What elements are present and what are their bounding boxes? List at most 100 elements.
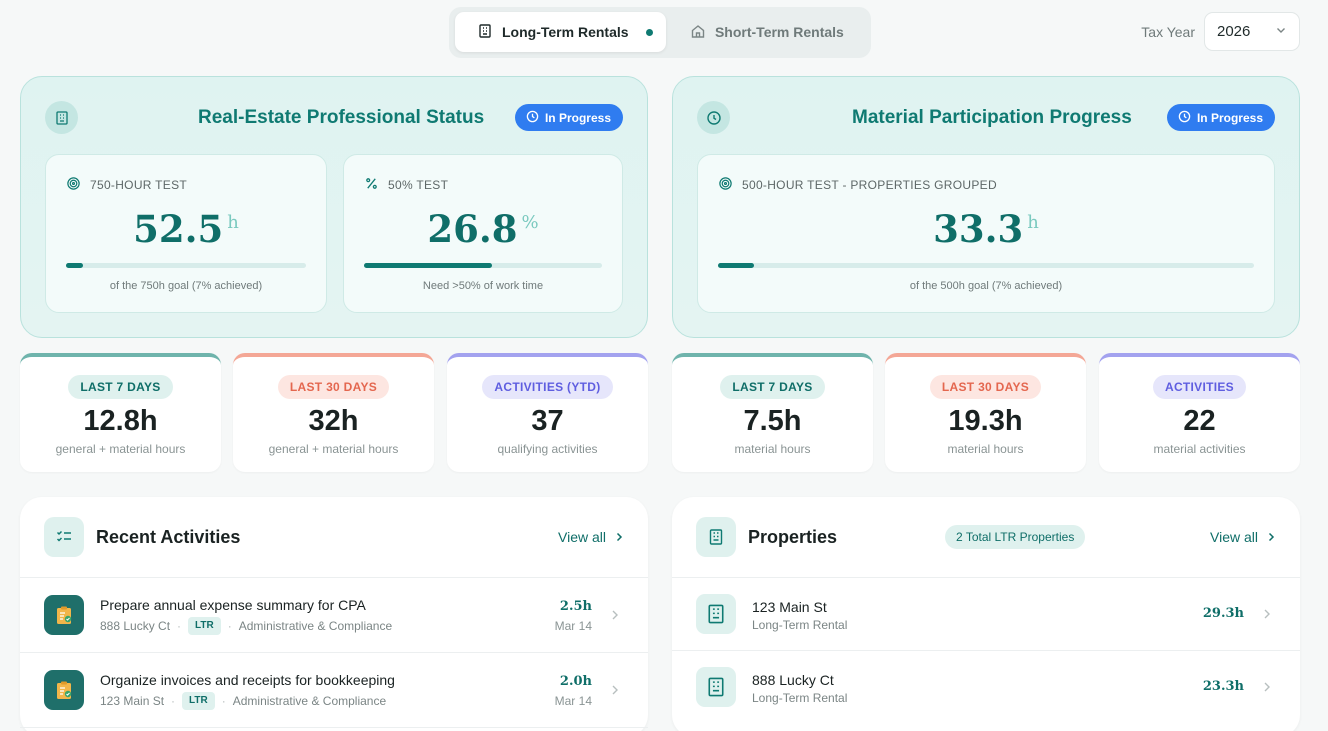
activity-category: Administrative & Compliance — [238, 619, 393, 633]
metric-label: 750-HOUR TEST — [90, 178, 188, 192]
clipboard-check-icon — [44, 595, 84, 635]
clock-icon — [1178, 110, 1191, 126]
metric-number: 52.5 — [133, 207, 224, 251]
tax-year-control: Tax Year 2026 — [1141, 12, 1300, 51]
progress-fill — [718, 263, 754, 268]
metric-number: 33.3 — [933, 207, 1024, 251]
active-dot — [645, 28, 653, 36]
property-row[interactable]: 888 Lucky Ct Long-Term Rental 23.3h — [672, 651, 1300, 724]
house-icon — [690, 23, 706, 42]
separator: · — [221, 694, 226, 708]
status-badge: In Progress — [1166, 104, 1275, 131]
metric-value: 33.3 h — [698, 207, 1274, 251]
metric-label: 50% TEST — [388, 178, 449, 192]
stat-value: 32h — [308, 405, 359, 437]
tab-label: Short-Term Rentals — [714, 24, 844, 40]
building-icon — [696, 517, 736, 557]
stat-value: 22 — [1183, 405, 1216, 437]
metric-note: Need >50% of work time — [422, 280, 544, 292]
metric-note: of the 500h goal (7% achieved) — [909, 280, 1063, 292]
metric-unit: % — [521, 212, 539, 233]
stat-value: 12.8h — [83, 405, 158, 437]
activity-property: 888 Lucky Ct — [100, 619, 171, 633]
progress-fill — [66, 263, 83, 268]
stat-sub: material hours — [734, 442, 811, 456]
chevron-right-icon — [610, 608, 620, 620]
properties-count-badge: 2 Total LTR Properties — [945, 525, 1086, 549]
building-icon — [477, 23, 493, 42]
activity-meta: 888 Lucky Ct · LTR · Administrative & Co… — [100, 617, 392, 635]
target-icon — [718, 176, 733, 194]
stat-label: ACTIVITIES — [1152, 375, 1246, 399]
tax-year-select[interactable]: 2026 — [1204, 12, 1300, 51]
metric-value: 26.8% — [344, 207, 622, 251]
activity-hours: 2.5h — [559, 599, 592, 614]
recent-activities-card: Recent Activities View all Prepare annua… — [20, 497, 648, 731]
stat-label: LAST 7 DAYS — [68, 375, 173, 399]
activity-row[interactable]: Organize invoices and receipts for bookk… — [20, 653, 648, 728]
clipboard-check-icon — [44, 670, 84, 710]
tax-year-label: Tax Year — [1141, 23, 1195, 40]
stat-label: LAST 7 DAYS — [720, 375, 825, 399]
divider — [672, 577, 1300, 578]
view-all-label: View all — [558, 529, 606, 545]
stat-card-last-30-days: LAST 30 DAYS 32h general + material hour… — [233, 353, 434, 472]
metric-number: 26.8 — [427, 207, 518, 251]
target-icon — [66, 176, 81, 194]
progress-bar — [364, 263, 602, 268]
activity-date: Mar 14 — [554, 694, 592, 708]
building-icon — [45, 101, 78, 134]
material-participation-panel: Material Participation Progress In Progr… — [672, 76, 1300, 338]
tab-long-term-rentals[interactable]: Long-Term Rentals — [455, 12, 666, 52]
chevron-right-icon — [610, 683, 620, 695]
property-name: 123 Main St — [752, 599, 827, 615]
activity-row[interactable]: Prepare annual expense summary for CPA 8… — [20, 578, 648, 653]
metric-unit: h — [227, 212, 239, 233]
percent-icon — [364, 176, 379, 194]
clock-icon — [526, 110, 539, 126]
chevron-right-icon — [1262, 680, 1272, 692]
stat-sub: general + material hours — [55, 442, 186, 456]
status-text: In Progress — [1196, 110, 1263, 125]
tax-year-value: 2026 — [1217, 23, 1251, 40]
property-hours: 29.3h — [1202, 606, 1244, 621]
separator: · — [171, 694, 176, 708]
stat-sub: material activities — [1153, 442, 1246, 456]
activity-property: 123 Main St — [100, 694, 165, 708]
tab-short-term-rentals[interactable]: Short-Term Rentals — [670, 12, 865, 52]
stat-sub: general + material hours — [268, 442, 399, 456]
property-hours: 23.3h — [1202, 679, 1244, 694]
stat-card-activities-ytd: ACTIVITIES (YTD) 37 qualifying activitie… — [447, 353, 648, 472]
stat-label: LAST 30 DAYS — [277, 375, 390, 399]
building-icon — [696, 667, 736, 707]
view-all-activities-link[interactable]: View all — [558, 529, 624, 545]
card-title: Properties — [748, 526, 838, 547]
view-all-label: View all — [1210, 529, 1258, 545]
separator: · — [177, 619, 182, 633]
stat-card-material-last-30-days: LAST 30 DAYS 19.3h material hours — [885, 353, 1086, 472]
stat-sub: qualifying activities — [497, 442, 598, 456]
property-row[interactable]: 123 Main St Long-Term Rental 29.3h — [672, 578, 1300, 651]
stat-sub: material hours — [947, 442, 1024, 456]
activity-title: Prepare annual expense summary for CPA — [100, 597, 366, 613]
panel-title: Material Participation Progress — [852, 107, 1132, 128]
metric-note: of the 750h goal (7% achieved) — [109, 280, 263, 292]
stat-card-material-last-7-days: LAST 7 DAYS 7.5h material hours — [672, 353, 873, 472]
chevron-right-icon — [1266, 529, 1276, 545]
activity-date: Mar 14 — [554, 619, 592, 633]
stat-card-material-activities: ACTIVITIES 22 material activities — [1099, 353, 1300, 472]
500-hour-test-card: 500-HOUR TEST - PROPERTIES GROUPED 33.3 h… — [697, 154, 1275, 313]
status-badge: In Progress — [514, 104, 623, 131]
activity-title: Organize invoices and receipts for bookk… — [100, 672, 395, 688]
metric-unit: h — [1027, 212, 1039, 233]
checklist-icon — [44, 517, 84, 557]
stat-value: 7.5h — [743, 405, 802, 437]
properties-card: Properties 2 Total LTR Properties View a… — [672, 497, 1300, 731]
property-type: Long-Term Rental — [752, 691, 848, 705]
stat-value: 37 — [531, 405, 564, 437]
metric-label: 500-HOUR TEST - PROPERTIES GROUPED — [742, 178, 997, 192]
building-icon — [696, 594, 736, 634]
status-text: In Progress — [544, 110, 611, 125]
view-all-properties-link[interactable]: View all — [1210, 529, 1276, 545]
ltr-tag: LTR — [182, 692, 215, 710]
